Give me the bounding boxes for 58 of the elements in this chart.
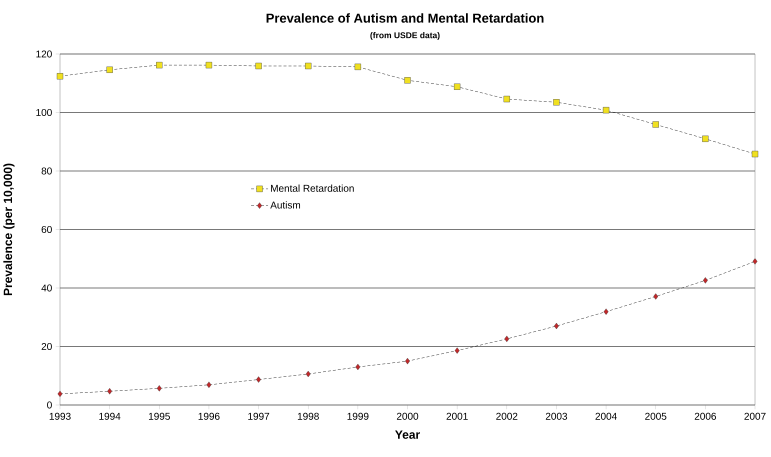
- x-tick-label: 2002: [496, 412, 518, 420]
- point: [702, 136, 709, 142]
- point: [256, 376, 262, 383]
- point: [355, 364, 360, 370]
- y-tick-label: 100: [36, 108, 52, 116]
- point: [255, 62, 262, 70]
- point: [752, 150, 758, 158]
- point: [156, 62, 162, 68]
- x-tick-label: 2005: [645, 412, 666, 420]
- point: [404, 77, 411, 84]
- point: [354, 64, 362, 70]
- point: [206, 62, 212, 68]
- chart-title: Prevalence of Autism and Mental Retardation: [266, 13, 544, 23]
- point: [454, 84, 460, 90]
- point: [554, 322, 559, 330]
- x-tick-label: 1997: [248, 412, 270, 420]
- legend-label: Mental Retardation: [271, 184, 354, 192]
- point: [306, 370, 311, 378]
- x-tick-label: 2000: [396, 412, 418, 420]
- y-tick-label: 120: [36, 50, 52, 58]
- x-tick-label: 1998: [298, 412, 319, 420]
- y-axis-title: Prevalence (per 10,000): [3, 164, 14, 296]
- point: [504, 96, 510, 102]
- point: [702, 277, 708, 284]
- y-tick-label: 40: [41, 284, 52, 292]
- point: [107, 388, 112, 394]
- y-tick-label: 0: [47, 401, 52, 409]
- point: [752, 258, 758, 265]
- point: [56, 73, 64, 80]
- chart-subtitle: (from USDE data): [370, 32, 440, 40]
- point: [305, 62, 312, 70]
- point: [652, 121, 659, 128]
- x-tick-label: 2007: [744, 412, 766, 420]
- x-tick-label: 1999: [348, 412, 368, 420]
- y-tick-label: 80: [42, 167, 52, 175]
- x-tick-label: 2004: [595, 412, 617, 420]
- point: [206, 382, 212, 388]
- x-tick-label: 1993: [50, 412, 71, 420]
- x-tick-label: 1994: [99, 412, 120, 420]
- point: [602, 106, 610, 114]
- x-tick-label: 2003: [546, 412, 568, 420]
- x-tick-label: 1996: [198, 412, 220, 420]
- point: [454, 347, 460, 354]
- point: [553, 99, 560, 106]
- legend-label: Autism: [270, 201, 300, 209]
- point: [504, 336, 510, 342]
- point: [405, 358, 410, 364]
- point: [653, 293, 658, 300]
- x-tick-label: 2001: [446, 412, 468, 420]
- x-tick-label: 1995: [148, 412, 170, 420]
- point: [106, 66, 113, 73]
- x-axis-title: Year: [395, 430, 420, 439]
- point: [604, 308, 609, 315]
- point: [156, 385, 162, 392]
- point: [58, 390, 62, 398]
- y-tick-label: 60: [42, 226, 52, 234]
- x-tick-label: 2006: [694, 412, 716, 420]
- y-tick-label: 20: [42, 342, 52, 350]
